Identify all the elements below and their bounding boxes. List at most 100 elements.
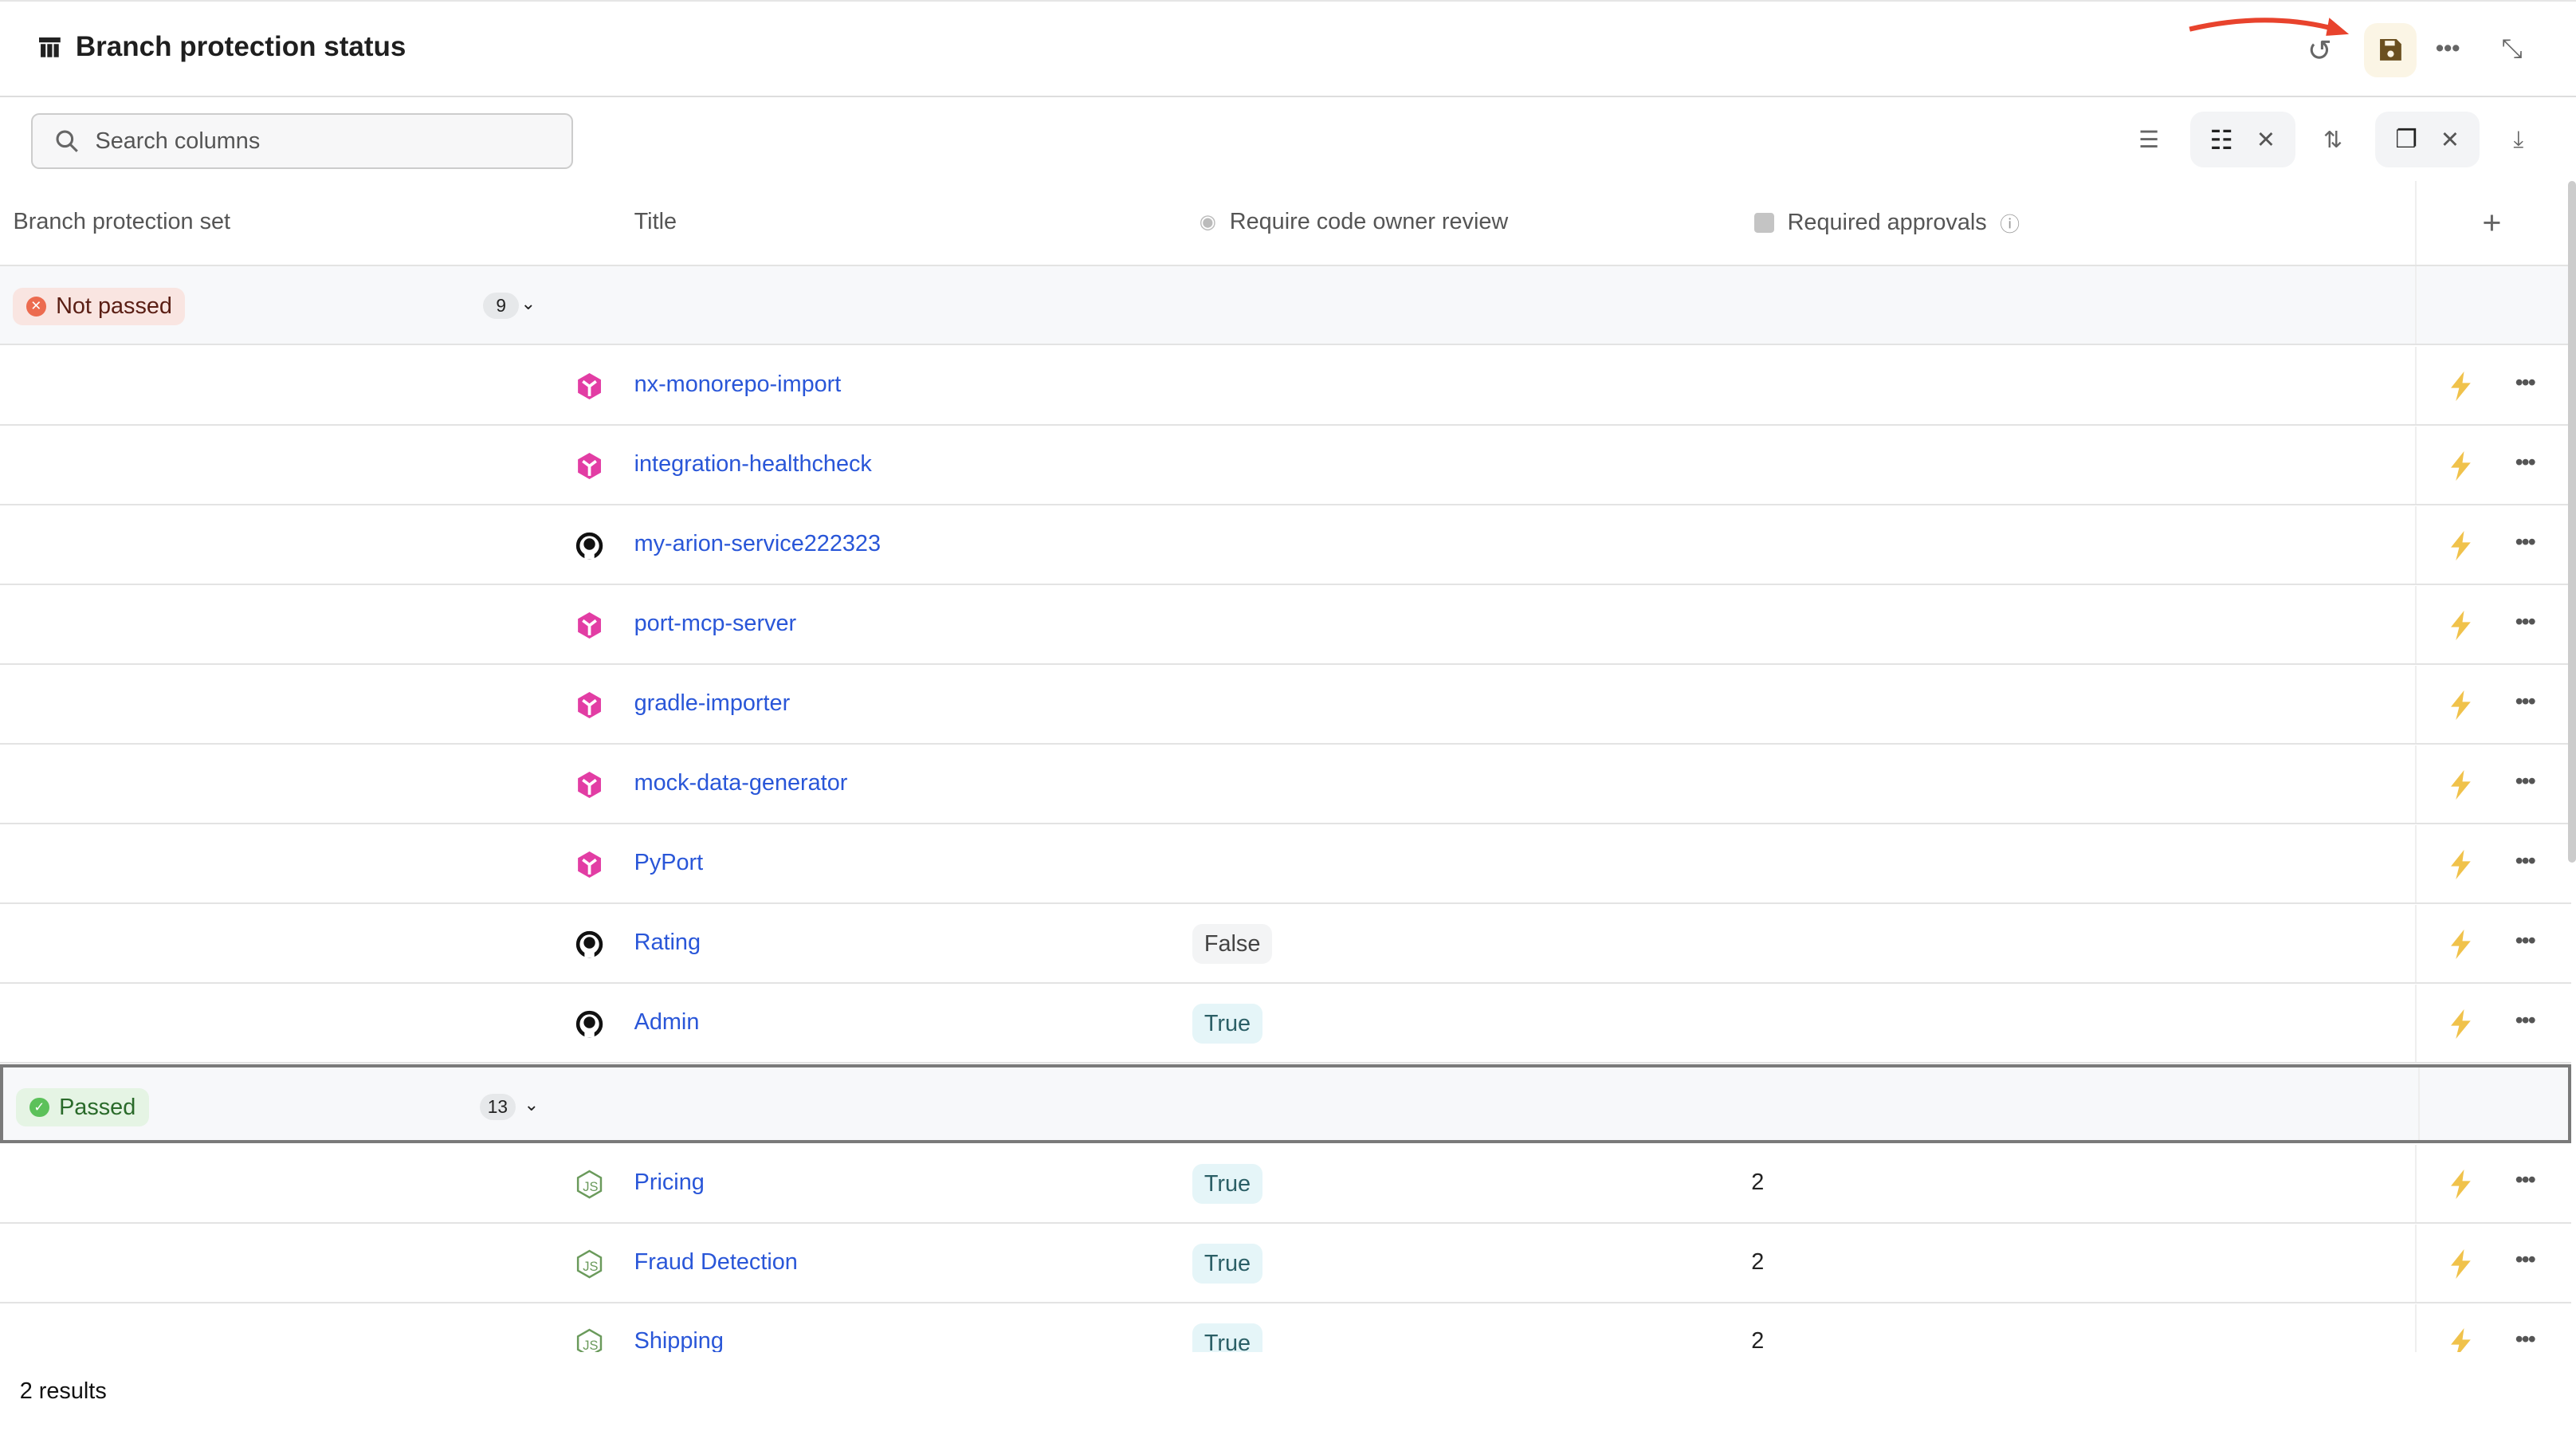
collapse-button[interactable]: ⤡ [2486,23,2539,76]
bolt-icon[interactable] [2449,1328,2472,1358]
bolt-icon[interactable] [2449,610,2472,640]
more-button[interactable]: ••• [2421,23,2474,76]
filter-icon: ☰ [2138,127,2159,153]
entity-title-link[interactable]: PyPort [634,849,704,875]
chevron-down-icon[interactable]: ⌄ [520,292,536,313]
entity-title-link[interactable]: integration-healthcheck [634,450,872,477]
table-row[interactable]: nx-monorepo-import ••• [0,346,2571,426]
group-row-passed[interactable]: ✓ Passed 13 ⌄ [0,1063,2571,1143]
row-actions: ••• [2414,904,2573,982]
bolt-icon[interactable] [2449,450,2472,481]
entity-title-link[interactable]: nx-monorepo-import [634,371,842,397]
table-row[interactable]: port-mcp-server ••• [0,585,2571,665]
row-actions: ••• [2414,984,2573,1062]
sticky-cell [2417,1067,2576,1140]
entity-title-link[interactable]: port-mcp-server [634,610,797,636]
more-icon[interactable]: ••• [2515,449,2536,475]
more-icon[interactable]: ••• [2515,1327,2536,1353]
more-icon[interactable]: ••• [2515,768,2536,794]
approvals-value: 2 [1751,1248,1765,1275]
entity-title-link[interactable]: Fraud Detection [634,1248,798,1275]
bolt-icon[interactable] [2449,1169,2472,1199]
undo-icon: ↺ [2307,33,2332,68]
more-icon[interactable]: ••• [2515,688,2536,714]
close-icon[interactable]: ✕ [2256,127,2276,153]
save-button[interactable] [2364,22,2417,77]
more-icon[interactable]: ••• [2515,927,2536,953]
group-by-pill[interactable]: ☷ ✕ [2189,112,2295,168]
search-icon [56,130,78,152]
scrollbar[interactable] [2567,180,2576,863]
lock-icon [1754,213,1775,234]
close-icon[interactable]: ✕ [2440,127,2460,153]
svg-text:JS: JS [583,1339,599,1353]
bolt-icon[interactable] [2449,769,2472,800]
status-badge: ✓ Passed [16,1088,149,1126]
bolt-icon[interactable] [2449,849,2472,879]
sort-button[interactable]: ⇅ [2307,113,2359,166]
table-row[interactable]: JS Pricing True 2 ••• [0,1144,2571,1224]
entity-title-link[interactable]: Shipping [634,1328,724,1354]
group-row-not-passed[interactable]: ✕ Not passed 9 ⌄ [0,265,2573,345]
entity-title-link[interactable]: Rating [634,929,701,955]
bolt-icon[interactable] [2449,530,2472,560]
github-icon [575,531,604,560]
table-row[interactable]: JS Fraud Detection True 2 ••• [0,1224,2573,1303]
entity-title-link[interactable]: gradle-importer [634,690,791,716]
x-circle-icon: ✕ [26,297,46,316]
table-row[interactable]: integration-healthcheck ••• [0,426,2571,505]
port-cube-icon [575,611,604,640]
copy-icon: ❐ [2395,125,2417,154]
chevron-down-icon[interactable]: ⌄ [524,1093,540,1115]
bolt-icon[interactable] [2449,929,2472,959]
bolt-icon[interactable] [2449,690,2472,720]
more-icon[interactable]: ••• [2515,529,2536,555]
more-icon[interactable]: ••• [2515,1007,2536,1033]
more-icon[interactable]: ••• [2515,847,2536,874]
entity-title-link[interactable]: Admin [634,1008,700,1035]
entity-title-link[interactable]: mock-data-generator [634,769,848,796]
code-owner-value: True [1192,1244,1262,1284]
entity-title-link[interactable]: Pricing [634,1169,705,1195]
column-label: Branch protection set [13,208,231,234]
annotation-arrow [2189,18,2350,37]
column-label: Required approvals [1787,210,1987,236]
search-input[interactable]: Search columns [31,113,574,170]
github-icon [575,930,604,959]
column-label: Title [634,208,677,234]
table-row[interactable]: my-arion-service222323 ••• [0,505,2571,585]
column-header-approvals[interactable]: Required approvals ⓘ [1754,209,2020,238]
radio-icon: ◉ [1199,211,1217,234]
bolt-icon[interactable] [2449,1008,2472,1039]
github-icon [575,1009,604,1039]
copy-pill[interactable]: ❐ ✕ [2375,112,2480,168]
more-icon: ••• [2436,36,2460,62]
code-owner-value: False [1192,924,1272,964]
approvals-value: 2 [1751,1328,1765,1354]
table-row[interactable]: Rating False ••• [0,904,2573,984]
sticky-cell [2414,265,2573,344]
column-header-title[interactable]: Title [634,209,677,235]
more-icon[interactable]: ••• [2515,1247,2536,1273]
filter-button[interactable]: ☰ [2122,113,2175,166]
row-actions: ••• [2414,1224,2573,1302]
more-icon[interactable]: ••• [2515,1167,2536,1193]
table-row[interactable]: Admin True ••• [0,984,2573,1063]
add-column-icon[interactable]: + [2482,203,2502,241]
more-icon[interactable]: ••• [2515,608,2536,635]
column-header-branch-protection-set[interactable]: Branch protection set [13,209,230,235]
column-header-code-owner[interactable]: ◉ Require code owner review [1200,209,1509,235]
entity-title-link[interactable]: my-arion-service222323 [634,530,882,556]
bolt-icon[interactable] [2449,371,2472,401]
table-row[interactable]: PyPort ••• [0,824,2571,904]
port-cube-icon [575,770,604,800]
table-row[interactable]: gradle-importer ••• [0,665,2571,745]
more-icon[interactable]: ••• [2515,369,2536,395]
table-row[interactable]: mock-data-generator ••• [0,745,2571,824]
save-icon [2379,39,2401,61]
undo-button[interactable]: ↺ [2293,25,2346,77]
bolt-icon[interactable] [2449,1248,2472,1279]
page-title: Branch protection status [75,31,406,63]
download-button[interactable]: ⤓ [2492,113,2545,166]
download-icon: ⤓ [2513,126,2524,152]
